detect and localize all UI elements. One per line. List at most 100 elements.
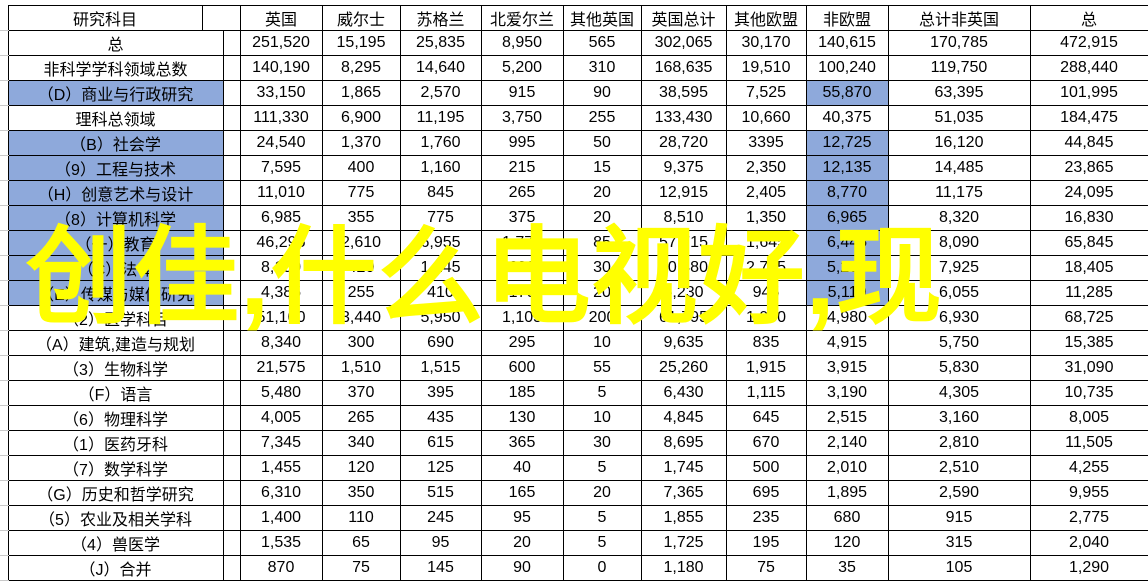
- data-cell[interactable]: 4,915: [805, 330, 889, 356]
- data-cell[interactable]: 20: [562, 480, 642, 506]
- data-cell[interactable]: 1,895: [805, 480, 889, 506]
- empty-cell[interactable]: [222, 105, 241, 131]
- data-cell[interactable]: 1,865: [321, 80, 401, 106]
- data-cell[interactable]: 0: [562, 555, 642, 581]
- data-cell[interactable]: 365: [480, 430, 564, 456]
- data-cell[interactable]: 12,725: [805, 130, 889, 156]
- data-cell[interactable]: 30: [562, 255, 642, 281]
- data-cell[interactable]: 6,930: [887, 305, 1031, 331]
- data-cell[interactable]: 2,570: [399, 80, 482, 106]
- data-cell[interactable]: 370: [321, 380, 401, 406]
- data-cell[interactable]: 8,950: [480, 30, 564, 56]
- data-cell[interactable]: 355: [321, 205, 401, 231]
- data-cell[interactable]: 7,595: [239, 155, 323, 181]
- data-cell[interactable]: 1,350: [725, 205, 807, 231]
- row-label-cell[interactable]: （一）教育: [7, 230, 224, 256]
- data-cell[interactable]: 288,440: [1029, 55, 1148, 81]
- row-label-cell[interactable]: （C）法律: [7, 255, 224, 281]
- data-cell[interactable]: 340: [321, 430, 401, 456]
- data-cell[interactable]: 6,310: [239, 480, 323, 506]
- empty-cell[interactable]: [222, 505, 241, 531]
- data-cell[interactable]: 235: [725, 505, 807, 531]
- data-cell[interactable]: 140,190: [239, 55, 323, 81]
- data-cell[interactable]: 11,175: [887, 180, 1031, 206]
- empty-cell[interactable]: [222, 30, 241, 56]
- data-cell[interactable]: 8,090: [887, 230, 1031, 256]
- data-cell[interactable]: 51,100: [239, 305, 323, 331]
- data-cell[interactable]: 1,115: [725, 380, 807, 406]
- data-cell[interactable]: 40: [480, 455, 564, 481]
- header-cell[interactable]: 北爱尔兰: [480, 5, 564, 31]
- data-cell[interactable]: 915: [887, 505, 1031, 531]
- data-cell[interactable]: 265: [321, 405, 401, 431]
- data-cell[interactable]: 28,720: [640, 130, 727, 156]
- data-cell[interactable]: 101,995: [1029, 80, 1148, 106]
- data-cell[interactable]: 251,520: [239, 30, 323, 56]
- data-cell[interactable]: 24,095: [1029, 180, 1148, 206]
- data-cell[interactable]: 65: [321, 530, 401, 556]
- empty-cell[interactable]: [222, 55, 241, 81]
- data-cell[interactable]: 255: [321, 280, 401, 306]
- data-cell[interactable]: 61,795: [640, 305, 727, 331]
- data-cell[interactable]: 14,485: [887, 155, 1031, 181]
- data-cell[interactable]: 1,160: [399, 155, 482, 181]
- data-cell[interactable]: 435: [399, 405, 482, 431]
- data-cell[interactable]: 1,245: [399, 255, 482, 281]
- data-cell[interactable]: 5,200: [805, 255, 889, 281]
- empty-cell[interactable]: [222, 280, 241, 306]
- data-cell[interactable]: 265: [480, 180, 564, 206]
- data-cell[interactable]: 315: [887, 530, 1031, 556]
- data-cell[interactable]: 2,725: [725, 255, 807, 281]
- data-cell[interactable]: 12,135: [805, 155, 889, 181]
- data-cell[interactable]: 25,835: [399, 30, 482, 56]
- data-cell[interactable]: 44,845: [1029, 130, 1148, 156]
- header-cell[interactable]: 苏格兰: [399, 5, 482, 31]
- data-cell[interactable]: 4,980: [805, 305, 889, 331]
- empty-cell[interactable]: [222, 480, 241, 506]
- data-cell[interactable]: 5,830: [887, 355, 1031, 381]
- row-label-cell[interactable]: （8）计算机科学: [7, 205, 224, 231]
- data-cell[interactable]: 4,845: [640, 405, 727, 431]
- data-cell[interactable]: 6,445: [805, 230, 889, 256]
- data-cell[interactable]: 8,510: [640, 205, 727, 231]
- data-cell[interactable]: 215: [480, 155, 564, 181]
- data-cell[interactable]: 3,915: [805, 355, 889, 381]
- data-cell[interactable]: 100,240: [805, 55, 889, 81]
- data-cell[interactable]: 995: [480, 130, 564, 156]
- data-cell[interactable]: 7,525: [725, 80, 807, 106]
- empty-cell[interactable]: [222, 530, 241, 556]
- data-cell[interactable]: 15: [562, 155, 642, 181]
- header-cell[interactable]: 其他欧盟: [725, 5, 807, 31]
- data-cell[interactable]: 63,395: [887, 80, 1031, 106]
- data-cell[interactable]: 85: [562, 230, 642, 256]
- data-cell[interactable]: 31,090: [1029, 355, 1148, 381]
- data-cell[interactable]: 11,010: [239, 180, 323, 206]
- data-cell[interactable]: 690: [399, 330, 482, 356]
- header-cell-subject[interactable]: 研究科目: [7, 5, 203, 31]
- data-cell[interactable]: 16,830: [1029, 205, 1148, 231]
- empty-cell[interactable]: [222, 430, 241, 456]
- header-cell[interactable]: 总计非英国: [887, 5, 1031, 31]
- data-cell[interactable]: 1,370: [321, 130, 401, 156]
- data-cell[interactable]: 6,055: [887, 280, 1031, 306]
- data-cell[interactable]: 5: [562, 505, 642, 531]
- data-cell[interactable]: 14,640: [399, 55, 482, 81]
- data-cell[interactable]: 75: [725, 555, 807, 581]
- data-cell[interactable]: 11,505: [1029, 430, 1148, 456]
- data-cell[interactable]: 18,405: [1029, 255, 1148, 281]
- data-cell[interactable]: 55: [562, 355, 642, 381]
- empty-cell[interactable]: [222, 355, 241, 381]
- row-label-cell[interactable]: 理科总领域: [7, 105, 224, 131]
- data-cell[interactable]: 500: [725, 455, 807, 481]
- empty-cell[interactable]: [222, 155, 241, 181]
- header-cell[interactable]: 英国总计: [640, 5, 727, 31]
- data-cell[interactable]: 65,845: [1029, 230, 1148, 256]
- data-cell[interactable]: 395: [399, 380, 482, 406]
- data-cell[interactable]: 38,595: [640, 80, 727, 106]
- data-cell[interactable]: 2,810: [887, 430, 1031, 456]
- row-label-cell[interactable]: （B）社会学: [7, 130, 224, 156]
- data-cell[interactable]: 3,440: [321, 305, 401, 331]
- data-cell[interactable]: 55,870: [805, 80, 889, 106]
- row-label-cell[interactable]: （3）生物科学: [7, 355, 224, 381]
- data-cell[interactable]: 8,150: [239, 255, 323, 281]
